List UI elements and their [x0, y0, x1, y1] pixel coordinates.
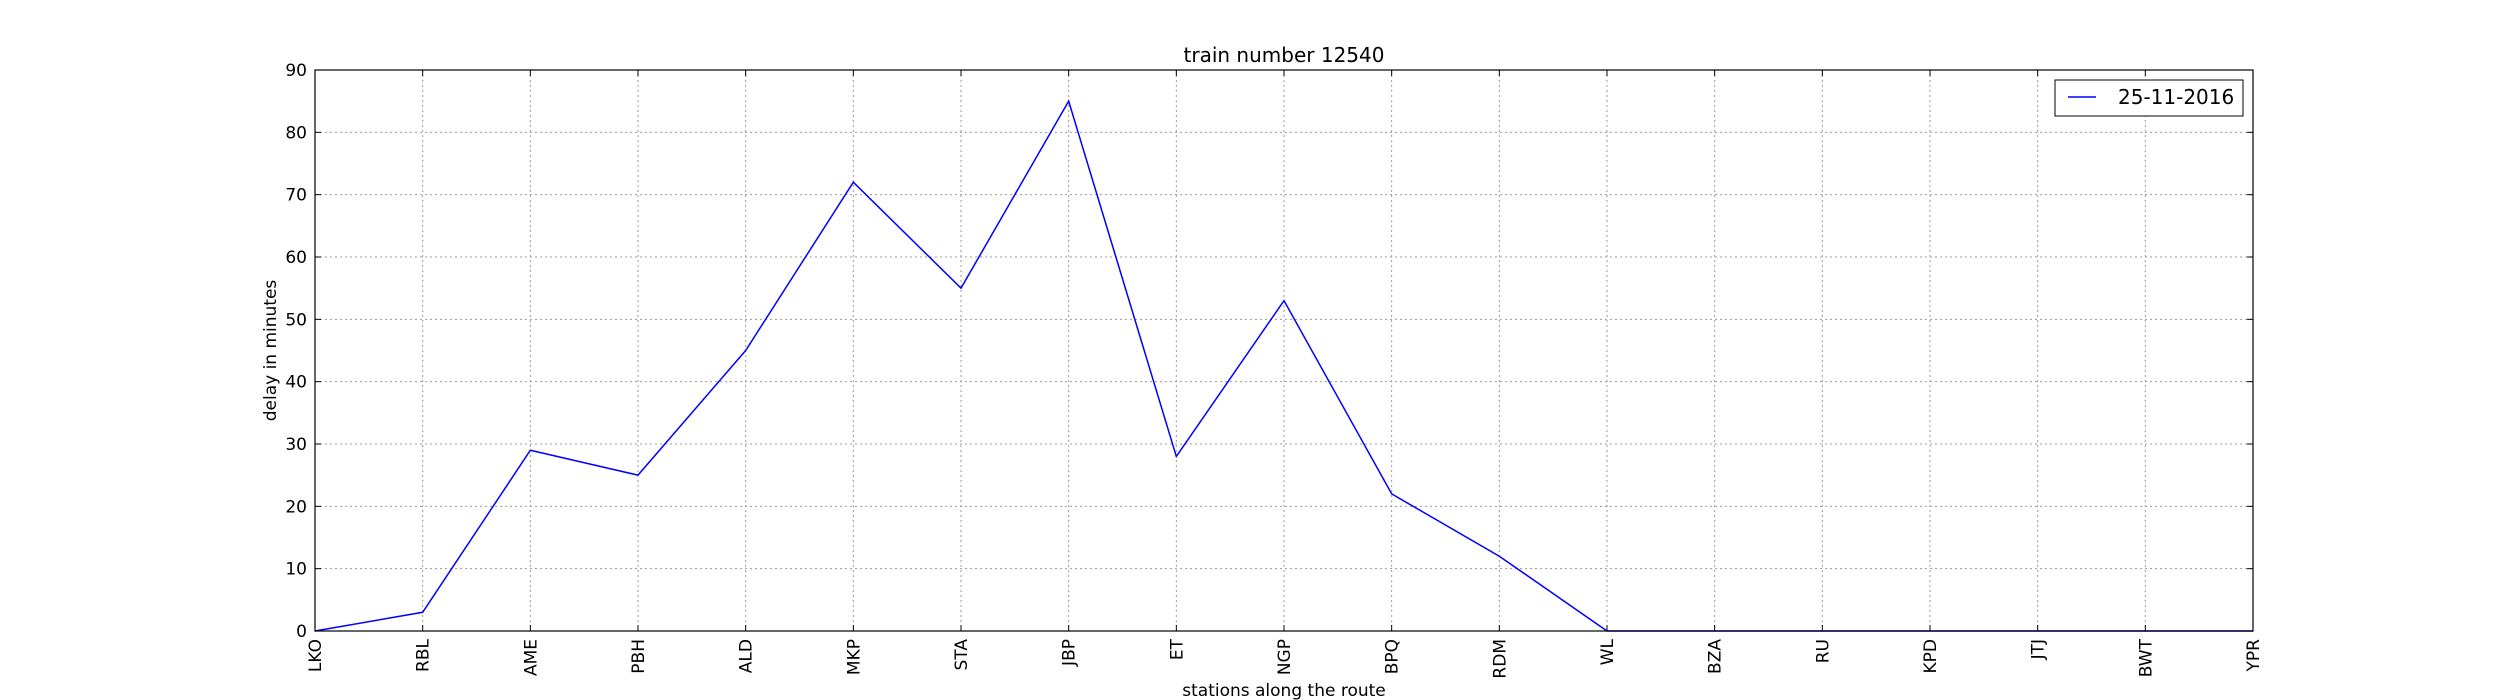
- x-tick-label: WL: [1598, 638, 1618, 665]
- x-tick-label: ALD: [737, 639, 757, 673]
- y-tick-label: 80: [285, 123, 307, 143]
- x-tick-label: KPD: [1921, 639, 1941, 674]
- legend-label: 25-11-2016: [2118, 85, 2234, 109]
- x-tick-label: YPR: [2244, 639, 2264, 673]
- y-tick-label: 90: [285, 61, 307, 81]
- x-tick-label: PBH: [629, 639, 649, 674]
- chart-title: train number 12540: [1184, 43, 1385, 67]
- x-axis-title: stations along the route: [1182, 681, 1386, 700]
- x-tick-label: BZA: [1706, 639, 1726, 674]
- y-tick-label: 50: [285, 310, 307, 330]
- x-tick-label: JBP: [1060, 639, 1080, 667]
- y-tick-label: 70: [285, 186, 307, 206]
- x-tick-label: NGP: [1275, 639, 1295, 675]
- x-tick-label: AME: [521, 639, 541, 676]
- x-tick-label: BWT: [2136, 638, 2156, 677]
- y-tick-label: 0: [296, 622, 307, 642]
- x-tick-label: RDM: [1490, 639, 1510, 679]
- x-tick-label: RBL: [414, 638, 434, 671]
- x-tick-label: MKP: [844, 639, 864, 675]
- y-tick-label: 10: [285, 560, 307, 580]
- grid: [314, 69, 2254, 632]
- y-axis: 0 10 20 30 40 50 60 70 80 90: [285, 61, 2253, 642]
- x-tick-label: JTJ: [2029, 639, 2049, 660]
- y-tick-label: 60: [285, 248, 307, 268]
- y-tick-label: 20: [285, 497, 307, 517]
- x-tick-label: ET: [1167, 638, 1187, 660]
- x-tick-label: RU: [1813, 639, 1833, 663]
- legend: 25-11-2016: [2054, 79, 2244, 117]
- y-axis-title: delay in minutes: [261, 280, 281, 422]
- x-tick-label: LKO: [306, 639, 326, 672]
- y-tick-label: 30: [285, 435, 307, 455]
- x-tick-label: STA: [952, 639, 972, 671]
- x-axis: LKO RBL AME PBH ALD MKP STA JBP ET NGP BPQ RDM WL BZA…: [306, 70, 2264, 679]
- y-tick-label: 40: [285, 373, 307, 393]
- x-tick-label: BPQ: [1383, 639, 1403, 674]
- legend-box: [2054, 79, 2244, 117]
